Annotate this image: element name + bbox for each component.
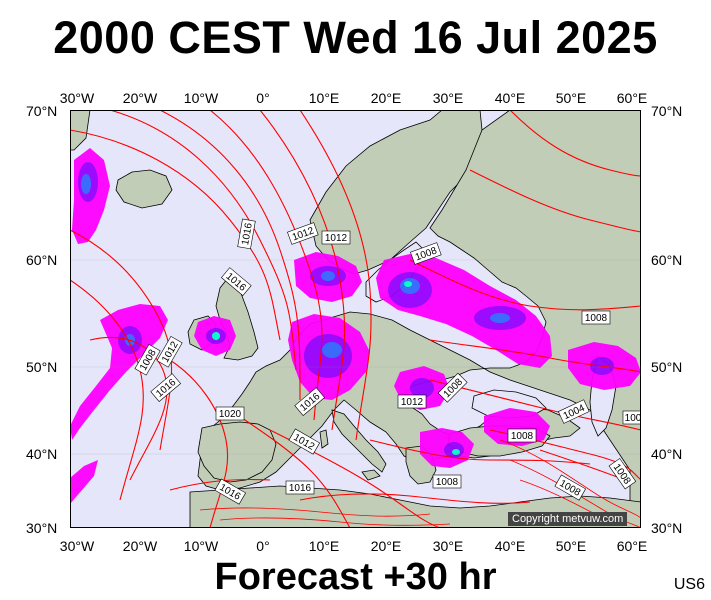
map-code: US6 [673, 576, 705, 593]
lat-tick-right: 60°N [651, 252, 683, 268]
lon-tick-top: 10°W [183, 90, 219, 106]
isobar-label: 1008 [507, 428, 537, 443]
isobar-label: 1020 [215, 406, 245, 421]
forecast-label: Forecast +30 hr [214, 556, 497, 598]
isobar-label: 1016 [285, 480, 315, 495]
lon-tick-top: 30°E [432, 90, 464, 106]
svg-text:1016: 1016 [289, 483, 312, 494]
lon-tick-bottom: 60°E [616, 538, 648, 554]
lat-tick-right: 50°N [651, 359, 683, 375]
lat-tick-left: 50°N [26, 359, 58, 375]
lon-tick-top: 50°E [555, 90, 587, 106]
isobar-label: 1016 [237, 218, 256, 250]
lon-tick-top: 60°E [616, 90, 648, 106]
precipitation [70, 148, 641, 504]
lon-tick-bottom: 50°E [555, 538, 587, 554]
isobar-label: 1012 [397, 394, 427, 409]
map-frame [70, 110, 641, 528]
lat-tick-right: 30°N [651, 520, 683, 536]
lat-tick-left: 30°N [26, 520, 58, 536]
svg-text:1008: 1008 [585, 313, 608, 324]
lon-tick-top: 30°W [59, 90, 95, 106]
svg-text:1016: 1016 [240, 222, 255, 246]
lon-tick-top: 0° [256, 90, 270, 106]
lon-tick-top: 40°E [494, 90, 526, 106]
lon-tick-bottom: 30°W [59, 538, 95, 554]
lon-tick-bottom: 0° [256, 538, 270, 554]
lon-tick-top: 20°W [122, 90, 158, 106]
isobar-label: 1008 [581, 310, 611, 325]
lon-tick-top: 20°E [370, 90, 402, 106]
lat-tick-left: 60°N [26, 252, 58, 268]
copyright-badge: Copyright metvuw.com [508, 512, 628, 526]
lon-tick-bottom: 10°E [308, 538, 340, 554]
graticule [70, 259, 641, 455]
map-title: 2000 CEST Wed 16 Jul 2025 [53, 12, 658, 63]
weather-map: 1016 1012 1012 1008 1016 1012 1008 1016 [70, 110, 641, 528]
svg-text:1020: 1020 [219, 409, 242, 420]
lon-tick-bottom: 20°W [122, 538, 158, 554]
lon-tick-bottom: 10°W [183, 538, 219, 554]
svg-text:1012: 1012 [401, 397, 424, 408]
svg-text:1012: 1012 [325, 233, 348, 244]
lat-tick-left: 40°N [26, 446, 58, 462]
svg-text:100: 100 [625, 413, 641, 424]
lat-tick-left: 70°N [26, 103, 58, 119]
lon-tick-bottom: 40°E [494, 538, 526, 554]
isobar-label: 1012 [321, 230, 351, 245]
lat-tick-right: 70°N [651, 103, 683, 119]
isobars-south [199, 439, 641, 528]
lon-tick-bottom: 30°E [432, 538, 464, 554]
svg-text:1008: 1008 [436, 477, 459, 488]
isobar-label: 100 [622, 410, 641, 425]
lon-tick-top: 10°E [308, 90, 340, 106]
svg-text:1008: 1008 [511, 431, 534, 442]
isobar-labels: 1016 1012 1012 1008 1016 1012 1008 1016 [134, 218, 641, 505]
isobars [70, 110, 641, 528]
lat-tick-right: 40°N [651, 446, 683, 462]
isobar-label: 1008 [432, 474, 462, 489]
lon-tick-bottom: 20°E [370, 538, 402, 554]
